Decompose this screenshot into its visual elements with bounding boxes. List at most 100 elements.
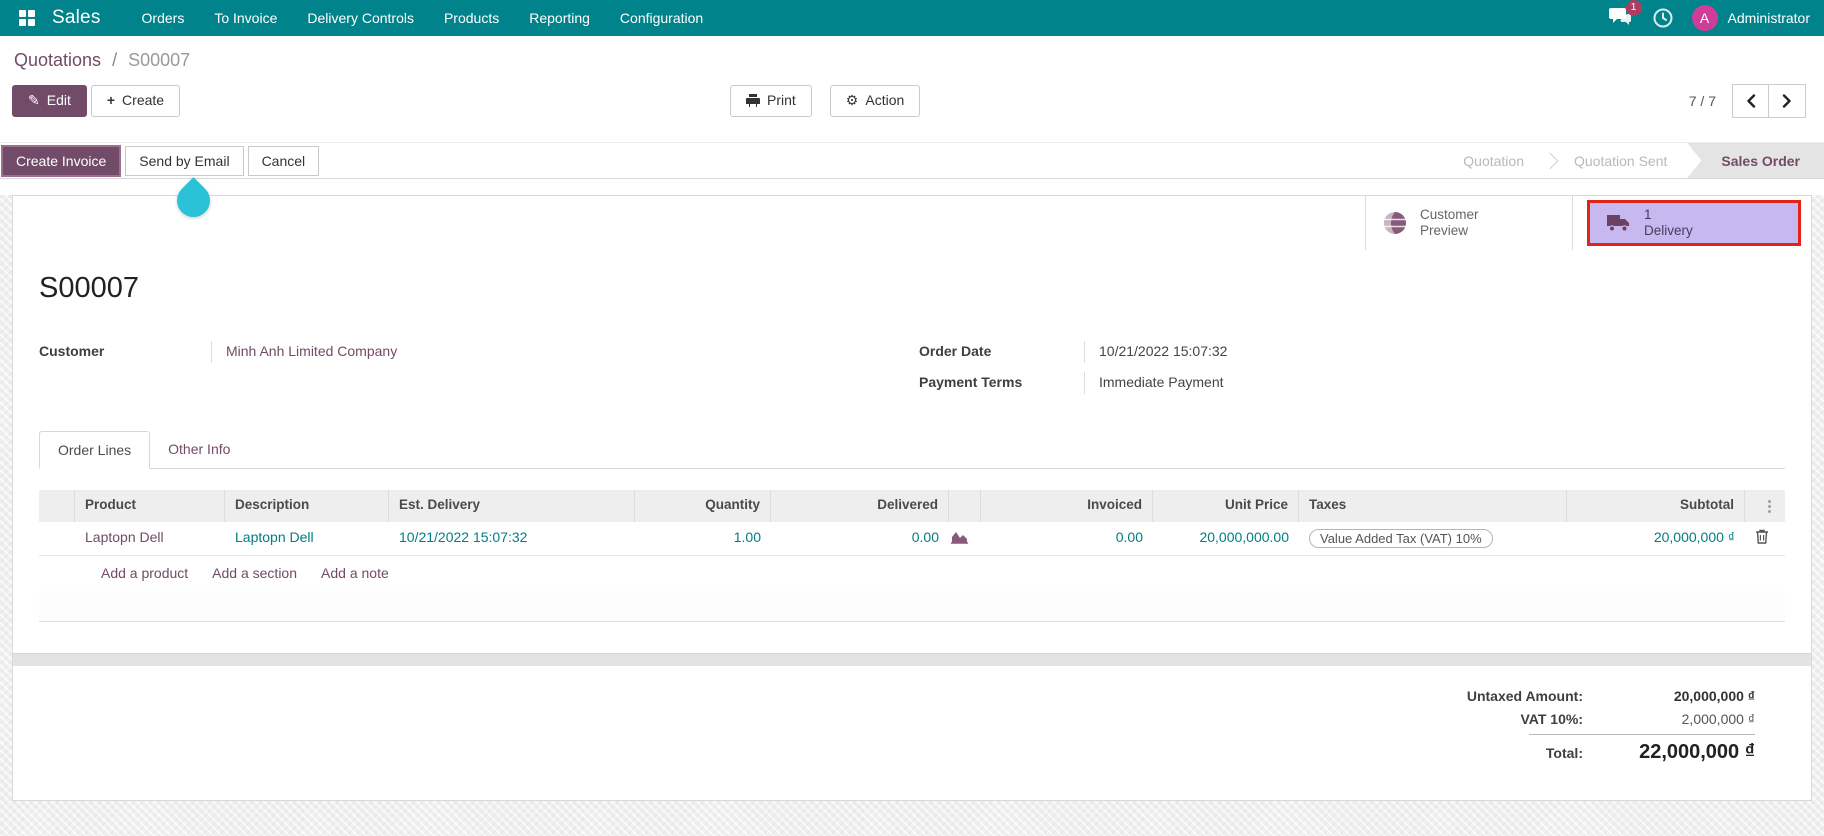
delivery-count: 1	[1644, 206, 1652, 222]
edit-button[interactable]: ✎ Edit	[12, 85, 87, 117]
status-step-sales-order[interactable]: Sales Order	[1687, 143, 1824, 178]
field-group-right: Order Date 10/21/2022 15:07:32 Payment T…	[919, 341, 1785, 403]
breadcrumb-quotations[interactable]: Quotations	[14, 50, 102, 70]
breadcrumb-separator: /	[112, 50, 118, 70]
breadcrumb: Quotations / S00007	[14, 50, 1812, 71]
activities-clock-icon[interactable]	[1652, 7, 1674, 29]
page-title: S00007	[39, 272, 139, 304]
app-name[interactable]: Sales	[52, 7, 101, 28]
cell-est-delivery[interactable]: 10/21/2022 15:07:32	[399, 529, 528, 545]
nav-item-delivery-controls[interactable]: Delivery Controls	[307, 10, 414, 26]
header-chart-spacer	[949, 490, 981, 522]
user-name[interactable]: Administrator	[1727, 10, 1810, 26]
tab-order-lines[interactable]: Order Lines	[39, 431, 151, 469]
vat-label: VAT 10%:	[1520, 711, 1584, 727]
status-step-quotation[interactable]: Quotation	[1463, 152, 1524, 169]
total-value: 22,000,000 ₫	[1639, 741, 1755, 763]
header-description[interactable]: Description	[225, 490, 389, 522]
add-a-section-link[interactable]: Add a section	[212, 565, 298, 581]
pencil-icon: ✎	[28, 92, 40, 109]
header-subtotal[interactable]: Subtotal	[1567, 490, 1745, 522]
create-button-label: Create	[122, 92, 165, 109]
cell-unit-price[interactable]: 20,000,000.00	[1199, 529, 1289, 545]
breadcrumb-current: S00007	[128, 50, 191, 70]
add-a-product-link[interactable]: Add a product	[101, 565, 189, 581]
nav-item-to-invoice[interactable]: To Invoice	[214, 10, 278, 26]
totals-separator	[1529, 734, 1755, 735]
header-unit-price[interactable]: Unit Price	[1153, 490, 1299, 522]
user-avatar[interactable]: A	[1691, 5, 1718, 31]
field-group-left: Customer Minh Anh Limited Company	[39, 341, 919, 403]
pager-previous-button[interactable]	[1732, 84, 1769, 118]
messages-count-badge: 1	[1625, 0, 1642, 16]
vat-value: 2,000,000 ₫	[1681, 711, 1755, 727]
action-button[interactable]: ⚙ Action	[829, 85, 921, 117]
cell-taxes[interactable]: Value Added Tax (VAT) 10%	[1299, 522, 1567, 555]
send-by-email-button[interactable]: Send by Email	[125, 145, 244, 176]
control-panel: Quotations / S00007 ✎ Edit + Create Prin…	[0, 36, 1824, 142]
cell-invoiced[interactable]: 0.00	[1115, 529, 1143, 545]
status-steps: Quotation Quotation Sent Sales Order	[1443, 143, 1824, 178]
delete-row-trash-icon[interactable]	[1745, 522, 1785, 555]
smart-buttons-strip: Customer Preview 1 Delivery	[13, 196, 1811, 250]
totals-block: Untaxed Amount: 20,000,000 ₫ VAT 10%: 2,…	[39, 688, 1785, 771]
row-handle[interactable]	[39, 522, 75, 555]
add-a-note-link[interactable]: Add a note	[321, 565, 389, 581]
nav-item-reporting[interactable]: Reporting	[529, 10, 590, 26]
header-invoiced[interactable]: Invoiced	[981, 490, 1153, 522]
tax-pill[interactable]: Value Added Tax (VAT) 10%	[1309, 529, 1493, 548]
form-view-background: Customer Preview 1 Delivery S000	[0, 195, 1824, 836]
order-lines-table: Product Description Est. Delivery Quanti…	[39, 490, 1785, 622]
create-button[interactable]: + Create	[90, 85, 181, 117]
customer-value-link[interactable]: Minh Anh Limited Company	[226, 343, 398, 359]
delivery-smart-button[interactable]: 1 Delivery	[1587, 200, 1801, 246]
center-buttons: Print ⚙ Action	[730, 85, 921, 117]
cell-description[interactable]: Laptopn Dell	[235, 529, 314, 545]
customer-label: Customer	[39, 343, 105, 359]
gear-icon: ⚙	[845, 92, 859, 109]
cancel-button[interactable]: Cancel	[247, 145, 320, 176]
nav-item-orders[interactable]: Orders	[141, 10, 185, 26]
optional-columns-kebab-icon[interactable]: ⋮	[1762, 498, 1777, 515]
header-product[interactable]: Product	[75, 490, 225, 522]
header-handle-cell	[39, 490, 75, 522]
cell-product[interactable]: Laptopn Dell	[85, 529, 164, 545]
status-step-quotation-sent[interactable]: Quotation Sent	[1573, 152, 1668, 169]
create-invoice-button[interactable]: Create Invoice	[1, 144, 122, 177]
nav-item-configuration[interactable]: Configuration	[619, 10, 704, 26]
step-chevron-icon	[1544, 143, 1554, 178]
table-footer-space	[39, 591, 1785, 622]
total-label: Total:	[1545, 745, 1583, 761]
cell-subtotal: 20,000,000 ₫	[1653, 529, 1735, 545]
pager-next-button[interactable]	[1769, 84, 1806, 118]
main-menu: Orders To Invoice Delivery Controls Prod…	[127, 0, 719, 36]
header-taxes[interactable]: Taxes	[1299, 490, 1567, 522]
nav-item-products[interactable]: Products	[443, 10, 500, 26]
apps-grid-icon[interactable]	[10, 0, 44, 36]
forecast-chart-icon[interactable]	[949, 522, 981, 555]
messages-icon[interactable]: 1	[1608, 0, 1642, 30]
form-sheet: Customer Preview 1 Delivery S000	[12, 195, 1812, 801]
cell-delivered[interactable]: 0.00	[911, 529, 939, 545]
globe-icon	[1382, 210, 1408, 236]
pager-count: 7 / 7	[1688, 93, 1716, 109]
cell-quantity[interactable]: 1.00	[733, 529, 761, 545]
action-button-label: Action	[865, 92, 905, 109]
navbar-right: 1 A Administrator	[1608, 0, 1814, 31]
order-line-row[interactable]: Laptopn Dell Laptopn Dell 10/21/2022 15:…	[39, 522, 1785, 556]
header-quantity[interactable]: Quantity	[635, 490, 771, 522]
plus-icon: +	[106, 92, 116, 109]
print-button[interactable]: Print	[730, 85, 812, 117]
delivery-label: Delivery	[1644, 223, 1693, 238]
notebook-tabs: Order Lines Other Info	[39, 431, 1785, 469]
delivery-smart-button-text: 1 Delivery	[1644, 207, 1693, 239]
header-delivered[interactable]: Delivered	[771, 490, 949, 522]
customer-preview-smart-button[interactable]: Customer Preview	[1365, 196, 1573, 250]
untaxed-amount-label: Untaxed Amount:	[1466, 688, 1583, 704]
pager: 7 / 7	[1689, 84, 1806, 118]
header-est-delivery[interactable]: Est. Delivery	[389, 490, 635, 522]
print-button-label: Print	[767, 92, 796, 109]
section-divider	[13, 653, 1811, 666]
tab-other-info[interactable]: Other Info	[168, 441, 231, 457]
edit-button-label: Edit	[46, 92, 71, 109]
